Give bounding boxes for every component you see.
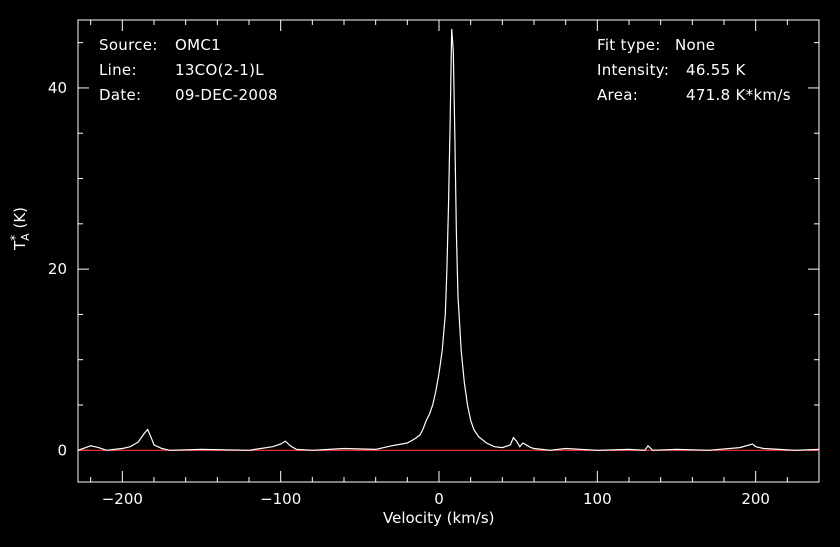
source-value: OMC1 — [175, 36, 221, 54]
date-label: Date: — [99, 86, 142, 104]
area-label: Area: — [597, 86, 639, 104]
x-axis-label: Velocity (km/s) — [383, 509, 495, 527]
x-tick-label: 100 — [583, 490, 612, 508]
y-axis-label-main: T — [11, 240, 29, 250]
axis-ticks: −200 −100 0 100 200 0 20 40 — [48, 20, 820, 508]
intensity-value: 46.55 K — [686, 61, 746, 79]
fit-type-value: None — [675, 36, 716, 54]
y-axis-label: T*A (K) — [8, 207, 32, 250]
y-axis-label-sub: A — [19, 233, 32, 241]
y-tick-label: 40 — [48, 79, 67, 97]
x-tick-label: 0 — [434, 490, 444, 508]
y-tick-label: 0 — [57, 441, 67, 459]
date-value: 09-DEC-2008 — [175, 86, 278, 104]
y-tick-label: 20 — [48, 260, 67, 278]
intensity-label: Intensity: — [597, 61, 670, 79]
line-value: 13CO(2-1)L — [175, 61, 264, 79]
data-series — [77, 29, 820, 451]
x-tick-label: −200 — [102, 490, 143, 508]
y-axis-label-unit: (K) — [11, 206, 29, 229]
fit-type-label: Fit type: — [597, 36, 661, 54]
line-label: Line: — [99, 61, 137, 79]
source-label: Source: — [99, 36, 158, 54]
area-value: 471.8 K*km/s — [686, 86, 791, 104]
plot-frame — [77, 19, 820, 483]
x-tick-label: −100 — [260, 490, 301, 508]
x-tick-label: 200 — [741, 490, 770, 508]
spectrum-line — [77, 29, 820, 451]
